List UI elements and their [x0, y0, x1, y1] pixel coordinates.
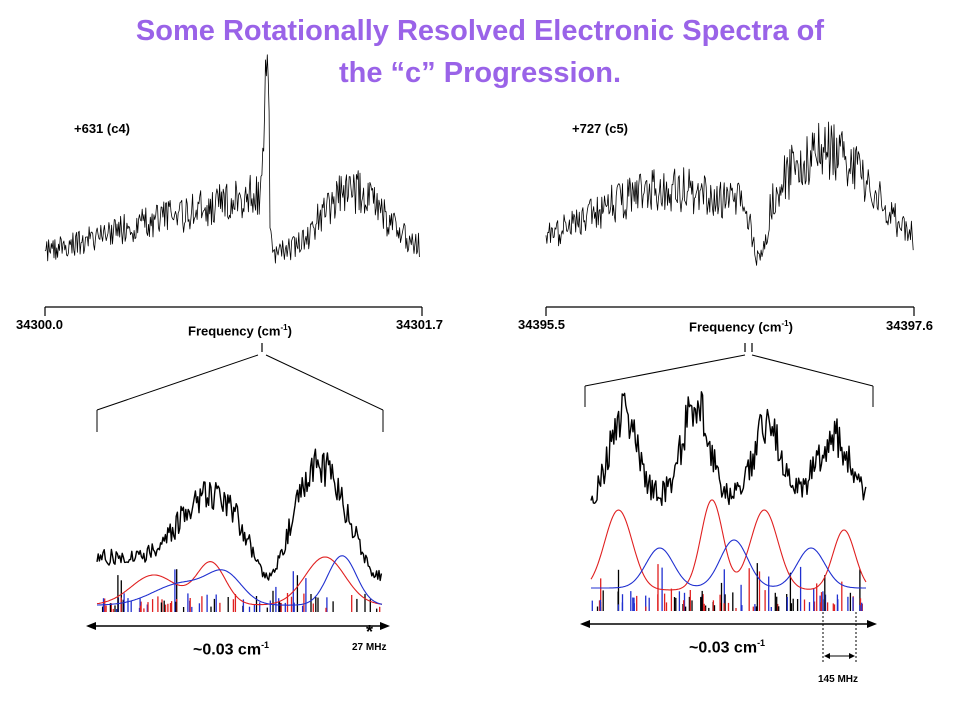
frequency-label-text: Frequency (cm [188, 323, 281, 339]
bottom-left-sim-blue [97, 555, 383, 606]
span-exponent: -1 [261, 640, 270, 650]
left-zoom-connector [96, 354, 384, 432]
top-right-spectrum [545, 121, 914, 266]
right-xmax-tick-label: 34397.6 [886, 318, 933, 333]
top-right-spectrum-trace [545, 121, 914, 266]
left-xmin-tick-label: 34300.0 [16, 317, 63, 332]
top-left-spectrum-trace [44, 54, 420, 264]
left-span-label: ~0.03 cm-1 [193, 640, 269, 659]
span-text: ~0.03 cm [193, 641, 262, 659]
frequency-label-close: ) [287, 323, 292, 339]
peak-label-c4: +631 (c4) [74, 121, 131, 136]
asterisk-marker: * [366, 622, 374, 642]
left-xmax-tick-label: 34301.7 [396, 317, 443, 332]
27-mhz-label: 27 MHz [352, 642, 387, 653]
145-mhz-spacing-marker [822, 612, 857, 662]
bottom-left-zoom-spectrum [96, 448, 383, 612]
145-mhz-label: 145 MHz [818, 674, 859, 685]
bottom-right-sim-red [590, 499, 867, 591]
top-left-x-axis [44, 306, 423, 352]
left-span-arrow [86, 622, 390, 630]
top-right-x-axis [545, 306, 915, 352]
right-zoom-connector [584, 354, 874, 407]
left-frequency-axis-label: Frequency (cm-1) [188, 323, 292, 338]
bottom-right-experimental-trace [590, 391, 867, 506]
right-span-arrow [580, 620, 877, 628]
bottom-left-experimental-trace [96, 448, 383, 582]
peak-label-c5: +727 (c5) [572, 121, 629, 136]
top-left-spectrum [44, 54, 420, 264]
slide-title-line-2: the “c” Progression. [338, 57, 621, 89]
frequency-label-text: Frequency (cm [689, 319, 782, 335]
frequency-label-close: ) [788, 319, 793, 335]
frequency-unit-exponent: -1 [781, 319, 789, 328]
span-text: ~0.03 cm [689, 639, 758, 657]
right-xmin-tick-label: 34395.5 [518, 317, 565, 332]
right-frequency-axis-label: Frequency (cm-1) [689, 319, 793, 334]
frequency-unit-exponent: -1 [280, 323, 288, 332]
slide-title-line-1: Some Rotationally Resolved Electronic Sp… [135, 15, 825, 47]
right-span-label: ~0.03 cm-1 [689, 638, 765, 657]
span-exponent: -1 [757, 638, 766, 648]
bottom-right-zoom-spectrum [590, 391, 867, 611]
bottom-right-sim-blue [591, 539, 866, 589]
